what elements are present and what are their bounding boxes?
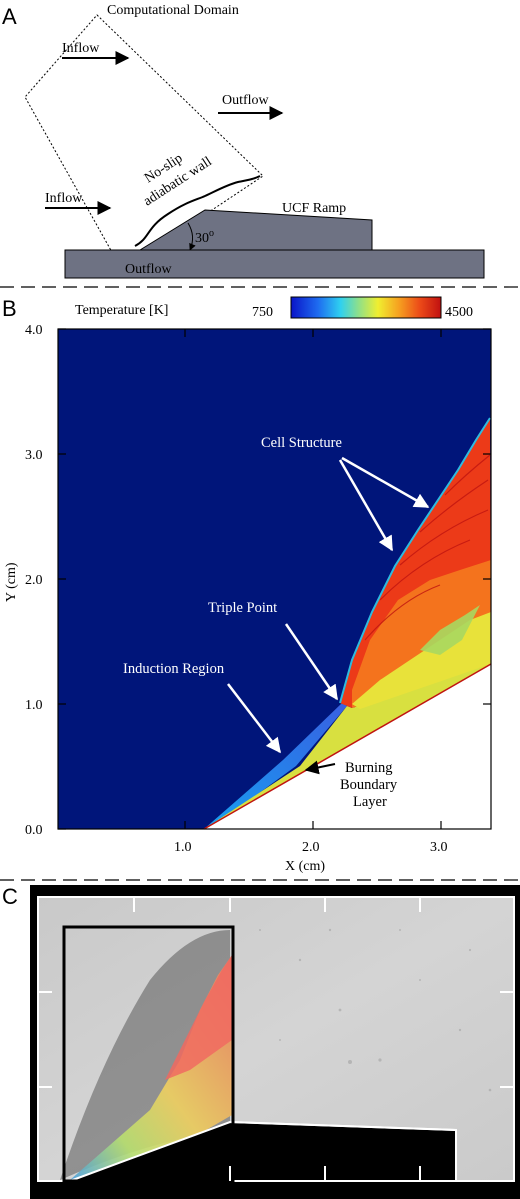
bottom-scale-ticks bbox=[229, 1166, 421, 1181]
colorbar-min-label: 750 bbox=[252, 305, 273, 320]
ramp-surface-edge bbox=[203, 663, 492, 830]
cell-structure-lines bbox=[364, 454, 491, 641]
computational-domain-label: Computational Domain bbox=[107, 3, 239, 18]
y-tick-label: 3.0 bbox=[25, 448, 43, 463]
post-detonation-green bbox=[420, 605, 480, 655]
ucf-ramp bbox=[138, 209, 373, 251]
y-tick-label: 4.0 bbox=[25, 323, 43, 338]
inflow-bottom-label: Inflow bbox=[45, 191, 83, 206]
x-axis-label: X (cm) bbox=[285, 859, 325, 874]
panel-b: B Temperature [K] 750 4500 bbox=[2, 296, 492, 874]
burning-arrow bbox=[304, 760, 336, 775]
panel-b-letter: B bbox=[2, 296, 17, 321]
outflow-right-label: Outflow bbox=[222, 93, 270, 108]
y-ticks bbox=[58, 328, 491, 830]
overlay-simulation bbox=[70, 955, 232, 1180]
shock-front bbox=[339, 417, 491, 704]
x-ticks bbox=[184, 329, 442, 829]
panel-c: C bbox=[2, 884, 520, 1199]
cell-structure-label: Cell Structure bbox=[261, 435, 342, 451]
induction-region-label: Induction Region bbox=[123, 661, 225, 677]
angle-label: 30o bbox=[195, 228, 214, 246]
x-tick-label: 2.0 bbox=[302, 840, 320, 855]
x-tick-label: 3.0 bbox=[430, 840, 448, 855]
inflow-top-label: Inflow bbox=[62, 41, 100, 56]
ucf-ramp-label: UCF Ramp bbox=[282, 201, 346, 216]
outflow-bottom-label: Outflow bbox=[125, 262, 173, 277]
triple-point-arrow bbox=[284, 623, 339, 701]
detonation-region bbox=[203, 417, 492, 830]
y-tick-label: 1.0 bbox=[25, 698, 43, 713]
y-tick-label: 0.0 bbox=[25, 823, 43, 838]
simulation-window bbox=[62, 925, 235, 1183]
base-block bbox=[64, 249, 485, 279]
colorbar-max-label: 4500 bbox=[445, 305, 473, 320]
cell-arrow-1 bbox=[341, 456, 430, 509]
wall-bracket bbox=[134, 175, 261, 247]
panel-a-letter: A bbox=[2, 4, 17, 29]
burning-label-2: Boundary bbox=[340, 777, 398, 793]
y-tick-label: 2.0 bbox=[25, 573, 43, 588]
induction-arrow bbox=[227, 683, 281, 754]
panel-a: A Computational Domain 30o No-slip adiab… bbox=[2, 3, 485, 279]
triple-point-label: Triple Point bbox=[208, 600, 277, 616]
burning-label-3: Layer bbox=[353, 794, 387, 810]
colorbar bbox=[290, 296, 442, 319]
x-tick-label: 1.0 bbox=[174, 840, 192, 855]
colorbar-title: Temperature [K] bbox=[75, 303, 168, 318]
angle-arc bbox=[187, 222, 196, 251]
cell-arrow-2 bbox=[338, 459, 394, 552]
induction-region bbox=[204, 703, 347, 829]
panel-c-letter: C bbox=[2, 884, 18, 909]
overlay-red bbox=[165, 955, 232, 1080]
y-axis-label: Y (cm) bbox=[4, 562, 19, 602]
photo-texture bbox=[259, 928, 492, 1092]
ramp-ledge bbox=[229, 1121, 457, 1131]
burning-label-1: Burning bbox=[345, 760, 393, 776]
photo-scale-ticks bbox=[38, 897, 514, 1088]
